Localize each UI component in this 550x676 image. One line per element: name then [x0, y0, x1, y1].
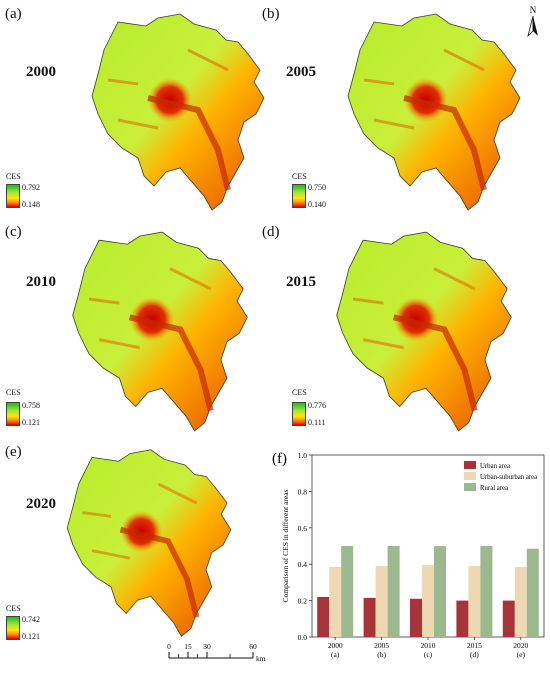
legend-max: 0.758: [22, 401, 40, 410]
x-tick-sublabel: (d): [470, 650, 479, 659]
bar: [480, 546, 493, 637]
y-tick-label: 0.0: [298, 633, 308, 642]
panel-b: (b) 2005 CES 0.750 0.140: [262, 0, 550, 218]
legend-title: CES: [292, 172, 307, 181]
legend-color-ramp: [6, 616, 20, 640]
bar: [434, 546, 446, 637]
x-tick-label: 2010: [421, 641, 436, 650]
x-tick-label: 2005: [374, 641, 389, 650]
legend-swatch: [464, 461, 476, 469]
panel-letter: (d): [262, 224, 280, 240]
panel-year: 2020: [26, 496, 56, 512]
scale-bar: 0 15 30 60 km: [167, 642, 266, 663]
x-tick-label: 2020: [513, 641, 528, 650]
legend-title: CES: [6, 388, 21, 397]
scale-tick-label: 0: [167, 642, 171, 651]
panel-letter: (a): [5, 6, 22, 22]
legend-label: Urban-suburban area: [480, 474, 537, 481]
x-tick-sublabel: (e): [517, 650, 526, 659]
x-tick-sublabel: (a): [331, 650, 340, 659]
panel-letter: (c): [5, 224, 22, 240]
panel-year: 2010: [26, 274, 56, 290]
x-tick-label: 2000: [328, 641, 343, 650]
bar: [502, 600, 515, 637]
scale-unit: km: [256, 654, 266, 663]
legend-color-ramp: [6, 184, 20, 208]
y-tick-label: 0.4: [298, 560, 308, 569]
panel-letter: (b): [262, 6, 280, 22]
legend-max: 0.750: [308, 183, 326, 192]
y-tick-label: 0.6: [298, 524, 308, 533]
ces-map: [72, 231, 248, 432]
legend-min: 0.121: [22, 632, 40, 641]
north-label: N: [530, 5, 537, 15]
bar: [422, 565, 434, 637]
panel-e: (e) 2020 CES 0.742 0.121: [0, 440, 268, 671]
panel-letter: (e): [5, 444, 22, 460]
bar: [363, 597, 376, 637]
panel-year: 2005: [286, 64, 316, 80]
scale-tick-label: 15: [184, 642, 192, 651]
panel-year: 2000: [26, 64, 56, 80]
bar: [410, 598, 422, 637]
legend-min: 0.111: [308, 418, 326, 427]
scale-ticks: 0 15 30 60: [167, 642, 257, 651]
panel-d: (d) 2015 CES 0.776 0.111: [262, 218, 550, 440]
panel-a: (a) 2000 CES 0.792 0.148: [0, 0, 268, 218]
legend-title: CES: [6, 604, 21, 613]
bar: [526, 548, 539, 637]
bar: [456, 600, 469, 637]
ces-map: [336, 231, 512, 432]
y-tick-label: 0.2: [298, 597, 308, 606]
legend-max: 0.776: [308, 401, 326, 410]
legend-color-ramp: [292, 184, 306, 208]
legend-color-ramp: [6, 402, 20, 426]
bar: [341, 546, 354, 637]
legend-label: Urban area: [480, 463, 510, 470]
bar: [329, 566, 342, 637]
x-tick-sublabel: (c): [424, 650, 433, 659]
bar: [468, 566, 481, 637]
x-tick-label: 2015: [467, 641, 482, 650]
ces-map: [66, 449, 232, 637]
legend-max: 0.742: [22, 615, 40, 624]
y-tick-label: 1.0: [298, 451, 308, 460]
legend-min: 0.148: [22, 200, 40, 209]
panel-f: (f) 0.0 0.2 0.4 0.6 0.8 1.0 Comparison of CES …: [268, 447, 550, 671]
bar: [375, 566, 388, 637]
legend-max: 0.792: [22, 183, 40, 192]
panel-year: 2015: [286, 274, 316, 290]
scale-tick-label: 30: [203, 642, 211, 651]
bar: [317, 596, 330, 637]
legend-label: Rural area: [480, 485, 508, 492]
panel-c: (c) 2010 CES 0.758 0.121: [0, 218, 268, 440]
legend-swatch: [464, 483, 476, 491]
legend-title: CES: [6, 172, 21, 181]
legend-color-ramp: [292, 402, 306, 426]
ces-map: [347, 13, 521, 211]
bar: [514, 566, 527, 637]
legend-swatch: [464, 472, 476, 480]
legend-title: CES: [292, 388, 307, 397]
legend-min: 0.140: [308, 200, 326, 209]
north-arrow-icon: N: [527, 5, 538, 38]
y-tick-label: 0.8: [298, 487, 308, 496]
panel-letter: (f): [272, 451, 287, 467]
bar: [387, 546, 400, 637]
x-tick-sublabel: (b): [377, 650, 386, 659]
legend-min: 0.121: [22, 418, 40, 427]
ces-map: [91, 13, 265, 211]
scale-tick-label: 60: [249, 642, 257, 651]
ces-bar-chart: (f) 0.0 0.2 0.4 0.6 0.8 1.0 Comparison of CES …: [272, 451, 545, 659]
y-axis-label: Comparison of CES in different areas: [281, 489, 290, 602]
